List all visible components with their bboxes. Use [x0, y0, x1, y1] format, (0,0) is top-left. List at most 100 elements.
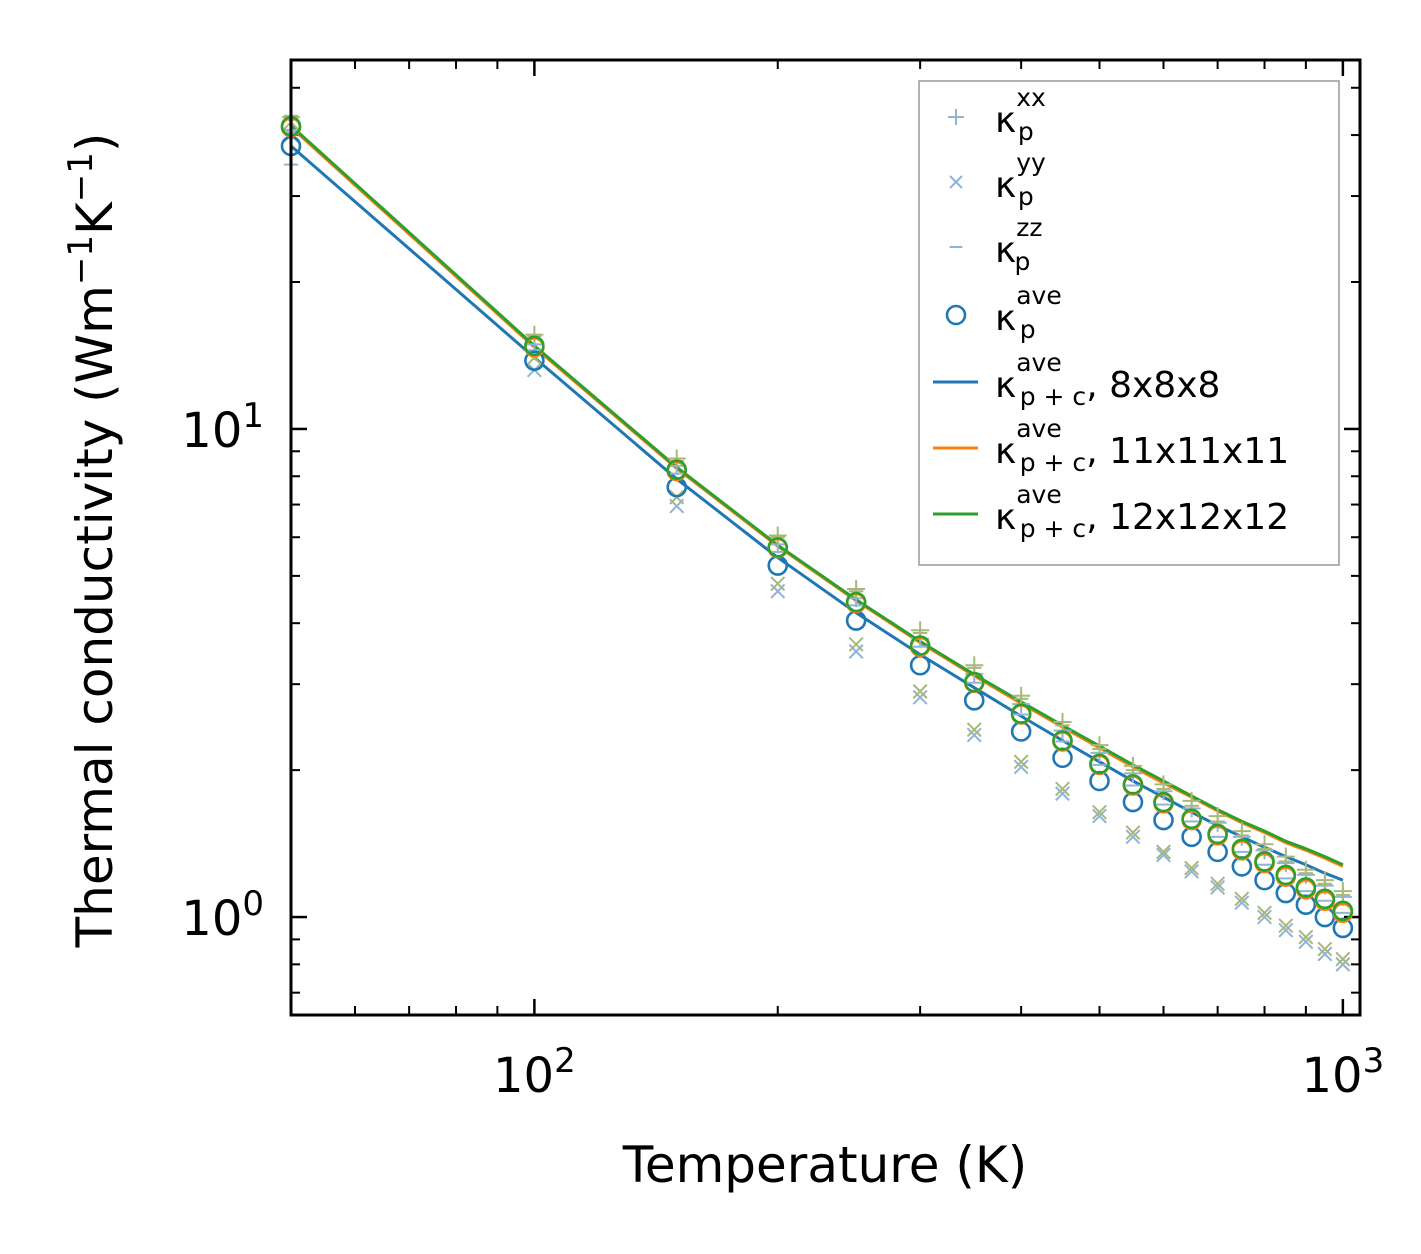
- legend-label-name: κ: [995, 100, 1016, 141]
- cross-marker-b: [1234, 891, 1250, 907]
- cross-marker-b: [1335, 956, 1351, 972]
- cross-marker-b: [1317, 941, 1333, 957]
- legend-label-name: κ: [995, 431, 1016, 472]
- circle-marker: [1052, 730, 1073, 751]
- cross-marker-b: [1317, 946, 1333, 962]
- cross-marker-b: [1298, 929, 1314, 945]
- plus-marker: [1123, 756, 1142, 775]
- legend-label: κave p: [995, 281, 1062, 344]
- x-tick-label-base: 10: [1302, 1048, 1363, 1104]
- circle-marker: [524, 350, 545, 371]
- legend-label: κave p + c, 12x12x12: [995, 480, 1289, 543]
- cross-marker: [848, 644, 864, 659]
- plus-marker: [965, 656, 984, 675]
- cross-marker-b: [848, 644, 864, 659]
- cross-marker-b: [1055, 786, 1070, 802]
- y-tick-label-base: 10: [181, 891, 242, 947]
- cross-marker-b: [1013, 754, 1029, 770]
- plus-marker: [1182, 791, 1201, 810]
- legend-label-name: κ: [995, 497, 1016, 538]
- circle-marker: [945, 304, 967, 326]
- legend-entry: κzz p: [949, 213, 1042, 276]
- cross-marker: [1210, 876, 1226, 892]
- cross-marker: [1184, 863, 1200, 879]
- cross-marker: [1257, 909, 1272, 925]
- cross-marker: [1335, 956, 1351, 972]
- cross-marker-b: [1156, 847, 1171, 863]
- plus-marker: [1012, 686, 1031, 705]
- legend-label-sup: xx: [1016, 83, 1046, 112]
- legend-label-sup: zz: [1016, 213, 1042, 242]
- y-tick-label-exp: 1: [242, 396, 264, 436]
- cross-marker: [1234, 895, 1250, 911]
- legend-label-sub: p: [1020, 315, 1036, 344]
- cross-marker: [1092, 808, 1107, 824]
- y-axis-label-unit: K: [66, 201, 124, 235]
- y-axis-label-close: ): [66, 133, 124, 153]
- y-axis-label: Thermal conductivity (Wm−1K−1): [61, 133, 124, 949]
- cross-marker: [1092, 804, 1107, 820]
- y-tick-label-base: 10: [181, 403, 242, 459]
- cross-marker: [912, 683, 928, 699]
- cross-marker-b: [1184, 863, 1200, 879]
- cross-marker: [1278, 922, 1294, 938]
- circle-marker: [1231, 838, 1253, 860]
- major-ticks: [291, 60, 1360, 1015]
- legend-label: κave p + c, 11x11x11: [995, 414, 1289, 477]
- circle-marker: [1122, 774, 1144, 795]
- y-axis-label-main: Thermal conductivity (Wm: [66, 285, 124, 948]
- plus-marker: [1053, 712, 1072, 731]
- series-line-0: [290, 144, 1344, 882]
- legend-label-sub: p: [1018, 117, 1034, 146]
- circle-marker: [1332, 900, 1354, 922]
- cross-marker-b: [1092, 808, 1107, 824]
- legend-label-tail: , 8x8x8: [1086, 365, 1220, 406]
- cross-marker-b: [966, 727, 982, 743]
- circle-marker: [1010, 703, 1032, 724]
- plus-marker: [1090, 736, 1109, 755]
- legend-label-tail: , 11x11x11: [1086, 431, 1289, 472]
- plus-marker: [1296, 860, 1315, 879]
- y-axis-label-exp1: −1: [61, 235, 101, 285]
- x-tick-label-exp: 3: [1363, 1041, 1385, 1081]
- cross-marker: [966, 722, 982, 738]
- plus-marker: [1333, 882, 1352, 901]
- cross-marker: [1335, 951, 1351, 967]
- plus-marker: [525, 325, 544, 344]
- legend-label-sub: p: [1018, 182, 1034, 211]
- cross-marker: [1210, 879, 1226, 895]
- legend-label-name: κ: [995, 230, 1016, 271]
- y-tick-label: 101: [181, 396, 264, 459]
- plus-marker: [1154, 775, 1173, 794]
- cross-marker-b: [1257, 905, 1272, 921]
- plus-marker: [1276, 847, 1295, 866]
- legend-label-sub: p + c: [1020, 514, 1086, 543]
- legend-label: κxx p: [995, 83, 1046, 146]
- cross-marker: [1125, 829, 1141, 845]
- cross-marker: [1055, 786, 1070, 802]
- circle-marker: [767, 537, 789, 558]
- cross-marker-b: [1125, 825, 1141, 840]
- y-tick-label-exp: 0: [242, 884, 264, 924]
- circle-marker: [1275, 864, 1297, 886]
- legend-label: κyy p: [995, 148, 1046, 211]
- cross-marker-b: [1234, 895, 1250, 911]
- legend-label-sup: ave: [1016, 480, 1062, 509]
- legend-label: κzz p: [995, 213, 1042, 276]
- cross-marker-b: [1092, 804, 1107, 820]
- cross-marker-b: [1156, 844, 1171, 860]
- circle-marker: [1295, 877, 1317, 898]
- legend-label-sup: yy: [1016, 148, 1046, 177]
- circle-marker: [1314, 888, 1336, 910]
- legend-entry: κave p: [945, 281, 1062, 344]
- circle-marker: [1207, 823, 1228, 845]
- cross-marker: [1298, 934, 1314, 950]
- cross-marker-b: [949, 175, 963, 189]
- cross-marker: [770, 576, 786, 592]
- circle-marker: [666, 459, 688, 481]
- cross-marker: [966, 727, 982, 743]
- x-tick-label: 102: [493, 1041, 576, 1104]
